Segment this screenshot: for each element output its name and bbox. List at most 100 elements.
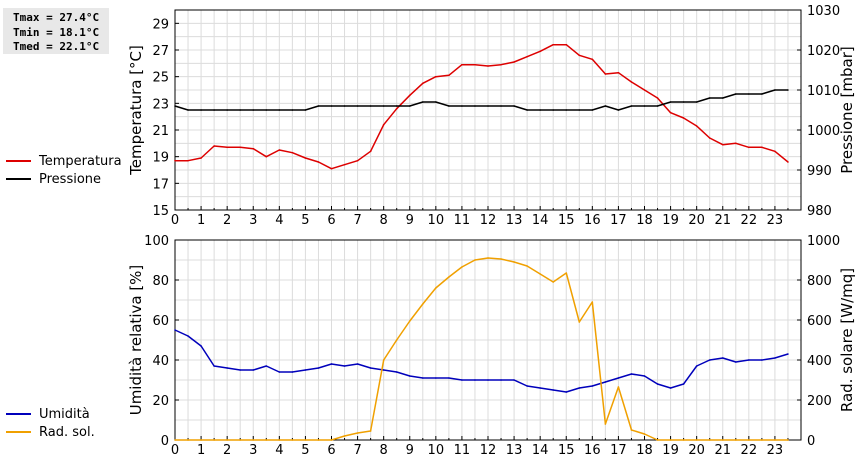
chart1-xtick-label: 4 xyxy=(275,213,283,228)
chart1-xtick-label: 18 xyxy=(636,213,653,228)
chart2-point-umidita xyxy=(213,365,215,367)
chart1-xtick-label: 5 xyxy=(301,213,309,228)
chart2-point-umidita xyxy=(265,365,268,367)
chart1-point-pressione xyxy=(239,109,242,111)
chart2-point-rad-sol- xyxy=(265,439,268,441)
legend-swatch-pressione xyxy=(6,178,31,180)
chart2-point-umidita xyxy=(174,329,176,331)
chart1-point-pressione xyxy=(369,105,372,107)
chart2-ytick-right-label: 0 xyxy=(807,434,815,449)
chart1-point-temperatura xyxy=(421,82,424,85)
chart1-point-temperatura xyxy=(630,81,633,83)
chart2-point-rad-sol- xyxy=(630,429,633,431)
chart2-xtick-label: 2 xyxy=(223,443,231,458)
chart2-ylabel: Umidità relativa [%] xyxy=(127,265,145,416)
chart1-point-pressione xyxy=(526,109,528,111)
chart1-point-temperatura xyxy=(435,75,437,78)
chart1-point-pressione xyxy=(304,109,307,111)
legend-top: Temperatura Pressione xyxy=(6,152,122,188)
chart2-point-rad-sol- xyxy=(565,272,568,274)
chart2-xtick-label: 14 xyxy=(532,443,549,458)
chart1-point-temperatura xyxy=(304,157,307,159)
chart1-xtick-label: 13 xyxy=(506,213,523,228)
chart2-ytick-right-label: 800 xyxy=(807,274,832,289)
chart1-point-pressione xyxy=(604,105,607,107)
chart2-xtick-label: 18 xyxy=(636,443,653,458)
chart1-xtick-label: 22 xyxy=(741,213,758,228)
chart2-ytick-label: 60 xyxy=(152,314,169,329)
chart1-ytick-right-label: 980 xyxy=(807,204,832,219)
chart1-point-pressione xyxy=(578,109,581,111)
chart1-point-temperatura xyxy=(669,111,672,114)
chart1-point-pressione xyxy=(291,109,294,111)
chart1-point-pressione xyxy=(421,101,424,103)
chart2-series-rad-sol- xyxy=(175,257,788,441)
chart2-point-rad-sol- xyxy=(304,439,307,441)
chart1-point-temperatura xyxy=(330,167,333,170)
chart1-ytick-label: 29 xyxy=(152,17,169,32)
chart2-point-rad-sol- xyxy=(708,439,711,441)
chart2-point-umidita xyxy=(356,363,359,365)
chart2-point-rad-sol- xyxy=(278,439,281,441)
chart1-xtick-label: 9 xyxy=(406,213,414,228)
chart2-point-umidita xyxy=(252,369,255,371)
chart2-point-rad-sol- xyxy=(369,430,372,432)
chart2-point-rad-sol- xyxy=(643,433,646,435)
chart2-point-umidita xyxy=(578,387,581,389)
chart2-xtick-label: 5 xyxy=(301,443,309,458)
chart1-point-pressione xyxy=(734,93,737,95)
chart1-point-pressione xyxy=(474,105,476,107)
chart2-point-rad-sol- xyxy=(787,439,789,441)
chart1-point-temperatura xyxy=(695,125,698,127)
chart2-xtick-label: 20 xyxy=(688,443,705,458)
legend-item-pressione: Pressione xyxy=(6,170,122,188)
chart1-point-temperatura xyxy=(500,63,502,66)
chart2-xtick-label: 13 xyxy=(506,443,523,458)
chart2-xtick-label: 3 xyxy=(249,443,257,458)
chart2-point-umidita xyxy=(317,367,320,369)
chart1-ytick-right-label: 1010 xyxy=(807,84,840,99)
chart2-point-umidita xyxy=(200,345,202,347)
chart2-point-umidita xyxy=(500,379,502,381)
chart1-point-pressione xyxy=(630,105,633,107)
chart1-point-temperatura xyxy=(200,157,202,159)
chart1-point-temperatura xyxy=(356,159,359,162)
chart2-ytick-label: 40 xyxy=(152,354,169,369)
chart2-point-umidita xyxy=(565,391,568,393)
chart2-point-rad-sol- xyxy=(604,423,607,425)
chart1-point-temperatura xyxy=(513,61,515,63)
chart2-point-rad-sol- xyxy=(435,287,437,289)
chart2-point-rad-sol- xyxy=(187,439,189,441)
legend-label-radsol: Rad. sol. xyxy=(39,424,95,440)
chart2-point-umidita xyxy=(617,377,620,379)
chart1-point-temperatura xyxy=(382,123,385,126)
chart2-point-rad-sol- xyxy=(761,439,763,441)
chart2-ytick-label: 20 xyxy=(152,394,169,409)
chart1-xtick-label: 6 xyxy=(327,213,335,228)
chart1-point-pressione xyxy=(343,105,346,107)
chart1-point-pressione xyxy=(774,89,776,91)
chart2-point-umidita xyxy=(278,371,281,373)
chart2-xtick-label: 12 xyxy=(480,443,497,458)
chart2-ytick-right-label: 600 xyxy=(807,314,832,329)
chart2-point-rad-sol- xyxy=(200,439,202,441)
chart2-xtick-label: 7 xyxy=(353,443,361,458)
legend-bottom: Umidità Rad. sol. xyxy=(6,405,95,441)
chart1-xtick-label: 1 xyxy=(197,213,205,228)
stat-tmax: Tmax = 27.4°C xyxy=(13,11,100,24)
chart2-point-rad-sol- xyxy=(578,321,581,323)
chart1-point-pressione xyxy=(395,105,398,107)
chart2-point-rad-sol- xyxy=(526,265,528,267)
chart1-point-temperatura xyxy=(774,150,776,153)
chart1-point-temperatura xyxy=(278,149,281,151)
chart2-xtick-label: 4 xyxy=(275,443,283,458)
chart1-point-temperatura xyxy=(734,142,737,145)
legend-label-umidita: Umidità xyxy=(39,406,90,422)
chart2-point-rad-sol- xyxy=(461,266,463,268)
chart2-point-rad-sol- xyxy=(330,439,333,441)
chart2-point-umidita xyxy=(487,379,489,381)
chart2-point-umidita xyxy=(382,369,385,371)
chart2-point-rad-sol- xyxy=(291,439,294,441)
chart1-point-pressione xyxy=(552,109,555,111)
chart2-xtick-label: 21 xyxy=(714,443,731,458)
